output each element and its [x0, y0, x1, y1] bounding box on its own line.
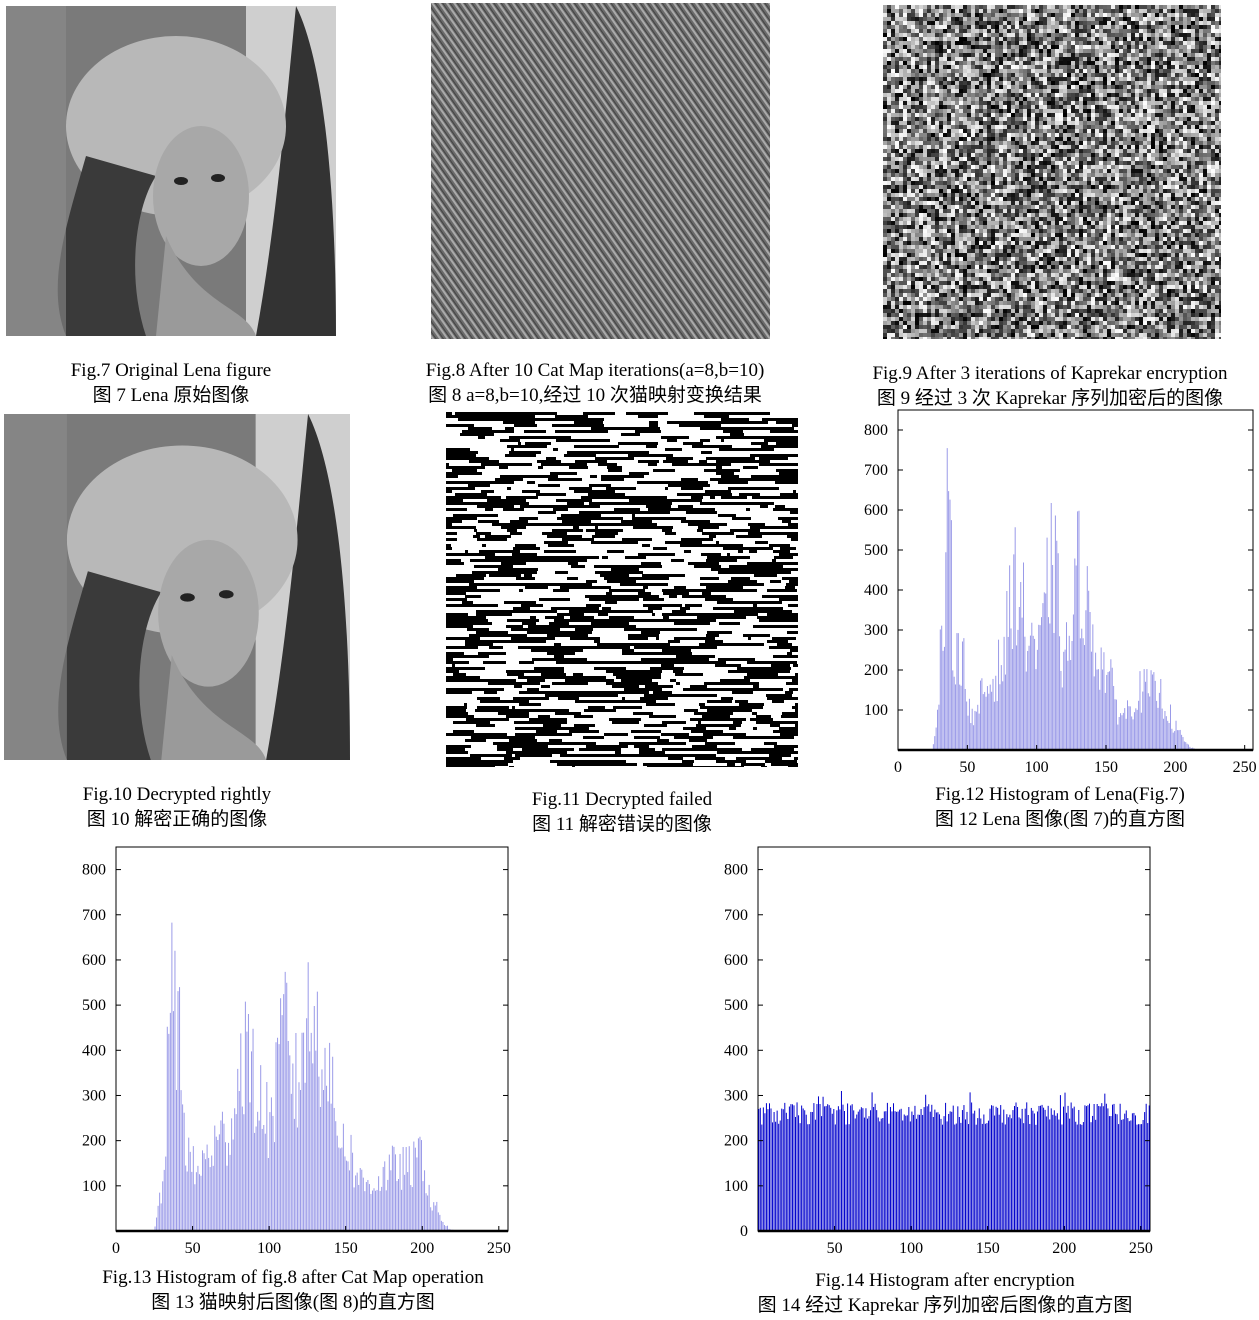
caption-zh: 图 12 Lena 图像(图 7)的直方图: [934, 809, 1186, 830]
fig10-caption: Fig.10 Decrypted rightly 图 10 解密正确的图像: [4, 782, 350, 832]
y-tick-label: 200: [82, 1133, 106, 1150]
x-tick-label: 250: [1129, 1240, 1153, 1257]
y-tick-label: 800: [724, 862, 748, 879]
fig12-svg: 0 50 100 150 200 250 100 200 300 400 500 600 700 800: [864, 409, 1257, 776]
lena-photo: [6, 6, 336, 336]
fig8-catmap-image: [431, 3, 770, 339]
x-tick-label: 250: [1233, 759, 1257, 776]
fig12-caption: Fig.12 Histogram of Lena(Fig.7) 图 12 Len…: [880, 782, 1240, 832]
caption-en: Fig.10 Decrypted rightly: [82, 784, 272, 805]
y-tick-label: 200: [864, 662, 888, 679]
y-tick-label: 300: [864, 622, 888, 639]
y-tick-label: 700: [724, 907, 748, 924]
y-tick-label: 300: [724, 1087, 748, 1104]
fig14-svg: 50 100 150 200 250 0 100 200 300 400 500 600 700 800: [724, 846, 1153, 1257]
x-tick-label: 50: [959, 759, 975, 776]
lena-photo: [4, 414, 350, 760]
y-tick-label: 600: [82, 952, 106, 969]
catmap-noise: [431, 3, 770, 339]
y-tick-label: 200: [724, 1133, 748, 1150]
caption-zh: 图 9 经过 3 次 Kaprekar 序列加密后的图像: [876, 388, 1224, 409]
x-tick-label: 100: [257, 1240, 281, 1257]
y-tick-label: 600: [864, 502, 888, 519]
fig9-caption: Fig.9 After 3 iterations of Kaprekar enc…: [840, 361, 1259, 411]
fig13-caption: Fig.13 Histogram of fig.8 after Cat Map …: [60, 1265, 526, 1315]
y-tick-label: 700: [864, 462, 888, 479]
caption-en: Fig.14 Histogram after encryption: [815, 1270, 1075, 1291]
x-tick-label: 250: [487, 1240, 511, 1257]
caption-zh: 图 10 解密正确的图像: [86, 809, 268, 830]
caption-en: Fig.9 After 3 iterations of Kaprekar enc…: [872, 363, 1228, 384]
fig13-histogram: 0 50 100 150 200 250 100 200 300 400 500 600 700 800: [60, 845, 520, 1257]
fig11-failed-image: [446, 412, 798, 767]
x-tick-label: 150: [976, 1240, 1000, 1257]
fig14-caption: Fig.14 Histogram after encryption 图 14 经…: [720, 1268, 1170, 1318]
caption-en: Fig.11 Decrypted failed: [531, 789, 713, 810]
y-tick-label: 500: [82, 997, 106, 1014]
encrypted-noise: [883, 5, 1221, 339]
fig13-svg: 0 50 100 150 200 250 100 200 300 400 500 600 700 800: [82, 846, 511, 1257]
y-tick-label: 100: [724, 1178, 748, 1195]
failed-stripes: [446, 412, 798, 767]
y-tick-label: 600: [724, 952, 748, 969]
x-tick-label: 50: [827, 1240, 843, 1257]
x-tick-label: 150: [1094, 759, 1118, 776]
x-tick-label: 50: [185, 1240, 201, 1257]
caption-en: Fig.7 Original Lena figure: [70, 360, 272, 381]
y-tick-label: 700: [82, 907, 106, 924]
x-tick-label: 200: [410, 1240, 434, 1257]
fig7-lena-image: [6, 6, 336, 336]
y-tick-label: 400: [864, 582, 888, 599]
caption-en: Fig.13 Histogram of fig.8 after Cat Map …: [102, 1267, 484, 1288]
y-tick-label: 0: [740, 1223, 748, 1240]
fig7-caption: Fig.7 Original Lena figure 图 7 Lena 原始图像: [6, 358, 336, 408]
fig14-histogram: 50 100 150 200 250 0 100 200 300 400 500 600 700 800: [705, 845, 1175, 1257]
y-tick-label: 800: [864, 422, 888, 439]
fig10-decrypted-image: [4, 414, 350, 760]
caption-en: Fig.8 After 10 Cat Map iterations(a=8,b=…: [425, 360, 765, 381]
y-tick-label: 100: [82, 1178, 106, 1195]
caption-zh: 图 13 猫映射后图像(图 8)的直方图: [151, 1292, 435, 1313]
y-tick-label: 500: [724, 997, 748, 1014]
x-tick-label: 100: [899, 1240, 923, 1257]
y-tick-label: 300: [82, 1087, 106, 1104]
caption-zh: 图 8 a=8,b=10,经过 10 次猫映射变换结果: [428, 385, 762, 406]
fig9-encrypted-image: [883, 5, 1221, 339]
y-tick-label: 100: [864, 702, 888, 719]
caption-zh: 图 14 经过 Kaprekar 序列加密后图像的直方图: [757, 1295, 1133, 1316]
y-tick-label: 800: [82, 862, 106, 879]
caption-zh: 图 11 解密错误的图像: [532, 814, 712, 835]
x-tick-label: 200: [1163, 759, 1187, 776]
fig8-caption: Fig.8 After 10 Cat Map iterations(a=8,b=…: [380, 358, 810, 408]
x-tick-label: 0: [894, 759, 902, 776]
x-tick-label: 0: [112, 1240, 120, 1257]
y-tick-label: 400: [82, 1042, 106, 1059]
caption-zh: 图 7 Lena 原始图像: [92, 385, 250, 406]
fig11-caption: Fig.11 Decrypted failed 图 11 解密错误的图像: [446, 787, 798, 837]
x-tick-label: 100: [1025, 759, 1049, 776]
x-tick-label: 150: [334, 1240, 358, 1257]
caption-en: Fig.12 Histogram of Lena(Fig.7): [935, 784, 1185, 805]
y-tick-label: 500: [864, 542, 888, 559]
x-tick-label: 200: [1052, 1240, 1076, 1257]
fig12-histogram: 0 50 100 150 200 250 100 200 300 400 500 600 700 800: [850, 409, 1259, 780]
y-tick-label: 400: [724, 1042, 748, 1059]
